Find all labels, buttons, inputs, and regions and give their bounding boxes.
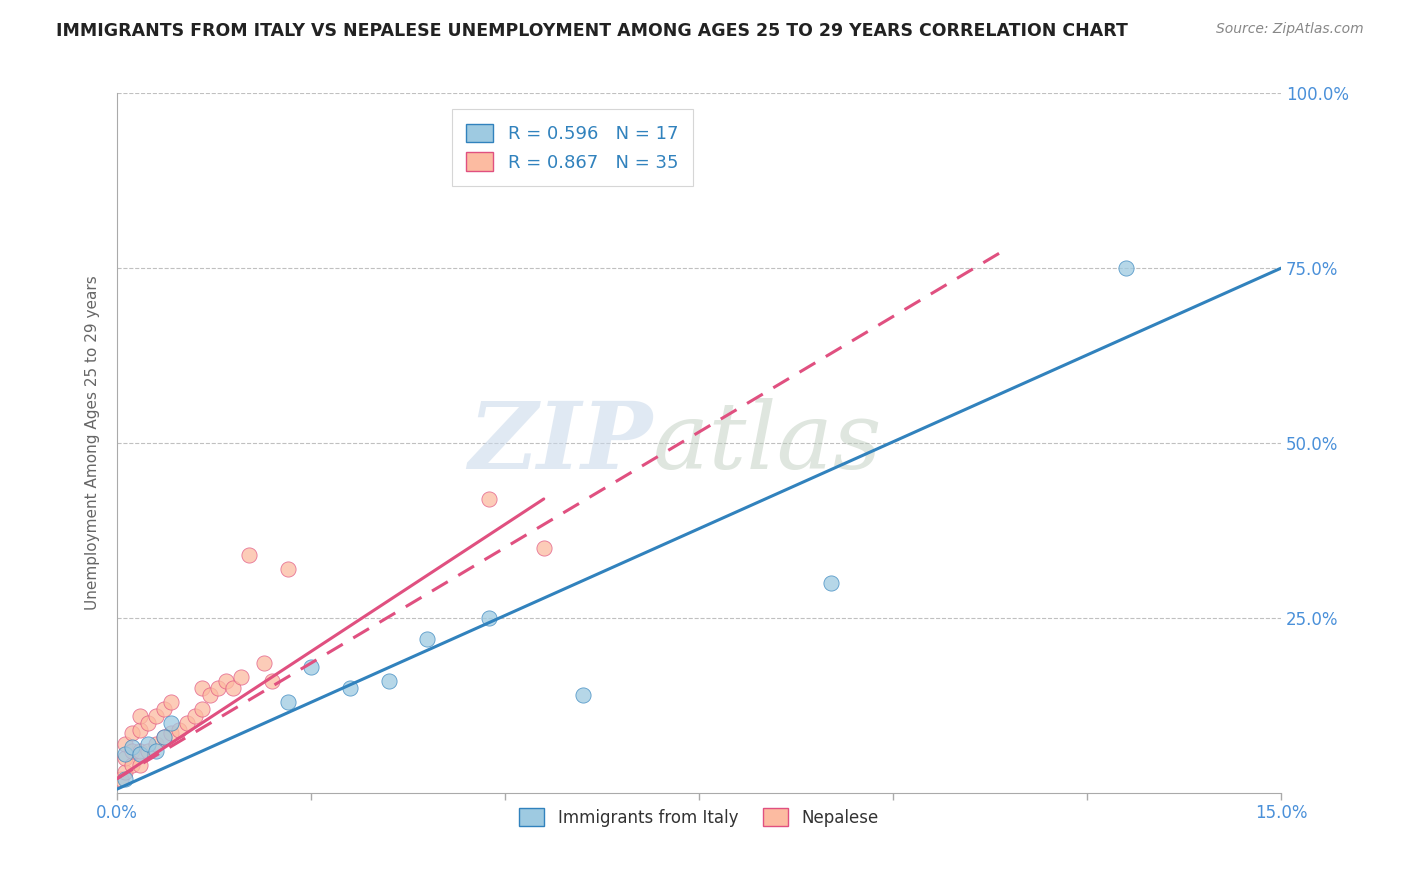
Point (114, 764, 136, 779)
Point (820, 575, 842, 590)
Point (145, 708, 167, 723)
Point (191, 702, 214, 716)
Point (214, 673, 236, 688)
Point (253, 657, 276, 671)
Point (277, 695, 299, 709)
Point (167, 723, 190, 737)
Point (129, 747, 152, 762)
Point (299, 660, 322, 674)
Point (129, 723, 152, 737)
Text: Source: ZipAtlas.com: Source: ZipAtlas.com (1216, 22, 1364, 37)
Text: atlas: atlas (652, 398, 882, 488)
Point (129, 757, 152, 772)
Point (145, 737, 167, 751)
Point (121, 726, 143, 740)
Point (262, 673, 284, 688)
Point (114, 750, 136, 764)
Point (110, 772, 132, 786)
Point (191, 681, 214, 695)
Point (129, 744, 152, 758)
Point (339, 681, 361, 695)
Point (416, 632, 439, 646)
Point (152, 702, 174, 716)
Point (176, 715, 198, 730)
Point (145, 744, 167, 758)
Point (136, 737, 159, 751)
Point (160, 726, 183, 740)
Point (129, 708, 152, 723)
Text: ZIP: ZIP (468, 398, 652, 488)
Y-axis label: Unemployment Among Ages 25 to 29 years: Unemployment Among Ages 25 to 29 years (86, 276, 100, 610)
Point (114, 772, 136, 786)
Point (121, 744, 143, 758)
Point (533, 541, 555, 555)
Point (377, 673, 399, 688)
Point (207, 681, 229, 695)
Point (198, 688, 221, 702)
Text: IMMIGRANTS FROM ITALY VS NEPALESE UNEMPLOYMENT AMONG AGES 25 TO 29 YEARS CORRELA: IMMIGRANTS FROM ITALY VS NEPALESE UNEMPL… (56, 22, 1128, 40)
Point (152, 730, 174, 744)
Point (136, 715, 159, 730)
Legend: Immigrants from Italy, Nepalese: Immigrants from Italy, Nepalese (513, 802, 886, 833)
Point (222, 681, 245, 695)
Point (571, 688, 593, 702)
Point (478, 491, 501, 506)
Point (121, 740, 143, 755)
Point (160, 695, 183, 709)
Point (121, 757, 143, 772)
Point (114, 747, 136, 762)
Point (229, 670, 252, 684)
Point (277, 562, 299, 576)
Point (160, 715, 183, 730)
Point (114, 737, 136, 751)
Point (478, 611, 501, 625)
Point (238, 548, 260, 562)
Point (136, 744, 159, 758)
Point (1115, 261, 1137, 276)
Point (152, 730, 174, 744)
Point (183, 708, 205, 723)
